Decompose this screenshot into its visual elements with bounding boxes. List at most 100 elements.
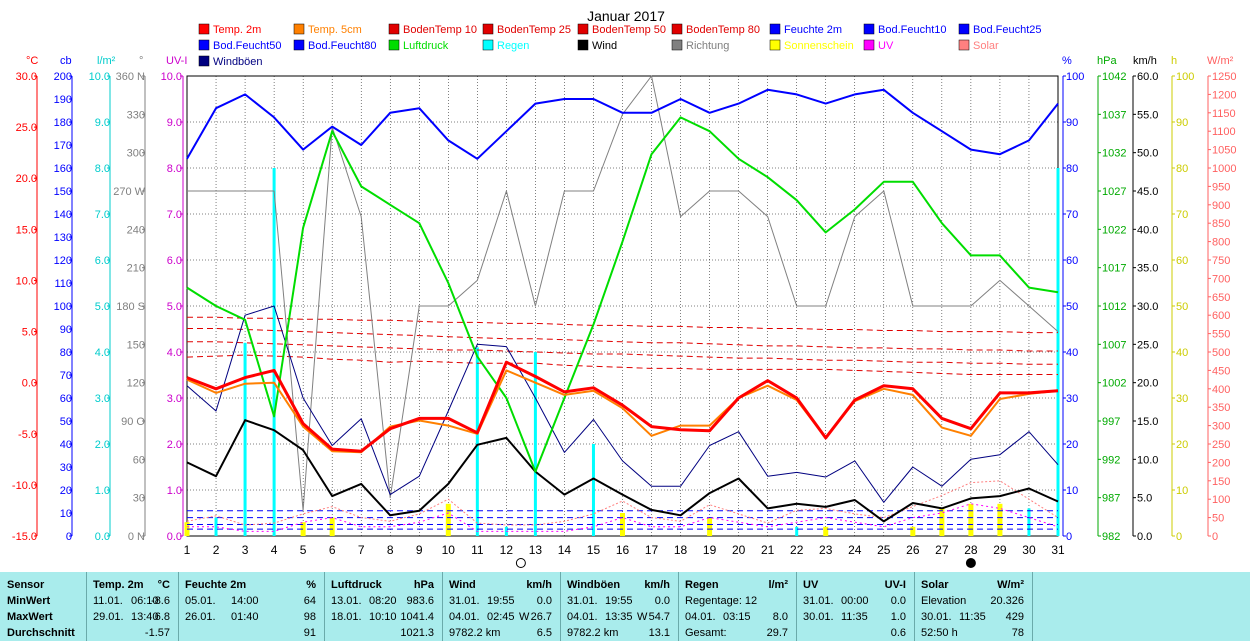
gust-min-time: 19:55 <box>605 595 633 607</box>
hum-axis-title: % <box>1062 55 1072 67</box>
legend-swatch-bodentemp-50 <box>577 23 589 35</box>
press-tick-label: 987 <box>1102 493 1120 505</box>
uv-avg-val: 0.6 <box>890 627 906 639</box>
legend-label-uv: UV <box>878 40 894 52</box>
solar-tick-label: 500 <box>1212 347 1230 359</box>
solar-tick-label: 0 <box>1212 531 1218 543</box>
hum-min-time: 14:00 <box>231 595 259 607</box>
legend-swatch-richtung <box>671 39 683 51</box>
x-tick-label: 15 <box>587 543 601 557</box>
series-wind <box>186 419 1059 523</box>
dir-tick-label: 300 <box>127 148 145 160</box>
cb-tick-label: 90 <box>60 324 72 336</box>
series-temp-2m <box>186 360 1059 453</box>
sun-tick-label: 90 <box>1176 117 1188 129</box>
legend-swatch-bod-feucht25 <box>958 23 970 35</box>
legend-swatch-regen <box>482 39 494 51</box>
bar-sonnenschein <box>968 503 974 536</box>
rain-tick-label: 3.0 <box>95 393 110 405</box>
summary-wind: Wind km/h 31.01. 19:55 0.0 04.01. 02:45 … <box>443 572 560 641</box>
uv-tick-label: 6.0 <box>167 255 182 267</box>
solar-tick-label: 1000 <box>1212 163 1236 175</box>
rain-tick-label: 6.0 <box>95 255 110 267</box>
legend-label-bodentemp-50: BodenTemp 50 <box>592 24 666 36</box>
hum-avg-val: 91 <box>303 627 316 639</box>
legend-label-wind: Wind <box>592 40 617 52</box>
wind-tick-label: 50.0 <box>1137 148 1158 160</box>
wind-tick-label: 45.0 <box>1137 186 1158 198</box>
legend-swatch-feuchte-2m <box>769 23 781 35</box>
x-tick-label: 3 <box>242 543 249 557</box>
summary-pressure: Luftdruck hPa 13.01. 08:20 983.6 18.01. … <box>325 572 442 641</box>
gust-max-date: 04.01. <box>567 611 598 623</box>
legend-label-bodentemp-10: BodenTemp 10 <box>403 24 477 36</box>
new-moon-icon <box>965 558 976 568</box>
x-tick-label: 20 <box>732 543 746 557</box>
solar-title: Solar <box>921 579 949 591</box>
dir-tick-label: 270 W <box>113 186 145 198</box>
wind-tick-label: 5.0 <box>1137 493 1152 505</box>
series-luftdruck <box>186 116 1059 473</box>
cb-tick-label: 160 <box>54 163 72 175</box>
bar-sonnenschein <box>939 508 945 536</box>
sun-tick-label: 0 <box>1176 531 1182 543</box>
sun-axis-title: h <box>1171 55 1177 67</box>
dir-tick-label: 60 <box>133 454 145 466</box>
gust-max-time: 13:35 <box>605 611 633 623</box>
solar-tick-label: 600 <box>1212 310 1230 322</box>
solar-tick-label: 1150 <box>1212 108 1236 120</box>
x-tick-label: 13 <box>529 543 543 557</box>
hum-tick-label: 40 <box>1066 347 1078 359</box>
press-max-date: 18.01. <box>331 611 362 623</box>
bar-regen <box>795 526 799 536</box>
temp-tick-label: 20.0 <box>16 173 37 185</box>
legend-swatch-bod-feucht50 <box>198 39 210 51</box>
wind-min-date: 31.01. <box>449 595 480 607</box>
rain-max-val: 8.0 <box>772 611 788 623</box>
press-min-time: 08:20 <box>369 595 397 607</box>
press-tick-label: 1037 <box>1102 109 1126 121</box>
rain-tick-label: 7.0 <box>95 209 110 221</box>
solar-tick-label: 650 <box>1212 292 1230 304</box>
uv-tick-label: 1.0 <box>167 485 182 497</box>
cb-tick-label: 100 <box>54 301 72 313</box>
rain-max-time: 03:15 <box>723 611 751 623</box>
x-tick-label: 22 <box>790 543 804 557</box>
temp-min-time: 06:10 <box>131 595 159 607</box>
wind-max-dir: W <box>519 611 530 623</box>
bar-regen <box>475 347 479 536</box>
uv-tick-label: 10.0 <box>161 71 182 83</box>
cb-tick-label: 80 <box>60 347 72 359</box>
x-tick-label: 24 <box>848 543 862 557</box>
sun-tick-label: 10 <box>1176 485 1188 497</box>
hum-max-date: 26.01. <box>185 611 216 623</box>
dir-tick-label: 0 N <box>128 531 145 543</box>
x-tick-label: 27 <box>935 543 949 557</box>
weather-chart: Januar 2017 Temp. 2m Temp. 5cm BodenTemp 1… <box>12 8 1237 568</box>
press-max-time: 10:10 <box>369 611 397 623</box>
chart-axes: °C 30.0 25.0 20.0 15.0 10.0 5.0 0.0 -5.0 -10.0 -15… <box>12 55 1237 543</box>
wind-total: 9782.2 km <box>449 627 501 639</box>
uv-min-val: 0.0 <box>890 595 906 607</box>
solar-elevation-label: Elevation <box>921 595 967 607</box>
x-tick-label: 12 <box>500 543 514 557</box>
solar-max-date: 30.01. <box>921 611 952 623</box>
cb-tick-label: 150 <box>54 186 72 198</box>
wind-min-time: 19:55 <box>487 595 515 607</box>
x-tick-label: 11 <box>471 543 484 557</box>
solar-elevation-val: 20.326 <box>990 595 1024 607</box>
summary-table: Sensor MinWert MaxWert Durchschnitt Temp… <box>0 572 1250 641</box>
legend-swatch-bodentemp-80 <box>671 23 683 35</box>
full-moon-icon <box>515 558 526 568</box>
cb-tick-label: 110 <box>54 278 72 290</box>
sun-tick-label: 70 <box>1176 209 1188 221</box>
x-tick-label: 2 <box>213 543 220 557</box>
x-tick-label: 6 <box>329 543 336 557</box>
solar-tick-label: 950 <box>1212 181 1230 193</box>
series-solar <box>186 480 1059 526</box>
cb-tick-label: 120 <box>54 255 72 267</box>
rain-days: Regentage: 12 <box>685 595 758 607</box>
cb-axis-title: cb <box>60 55 72 67</box>
press-tick-label: 1012 <box>1102 301 1126 313</box>
solar-tick-label: 1250 <box>1212 71 1236 83</box>
